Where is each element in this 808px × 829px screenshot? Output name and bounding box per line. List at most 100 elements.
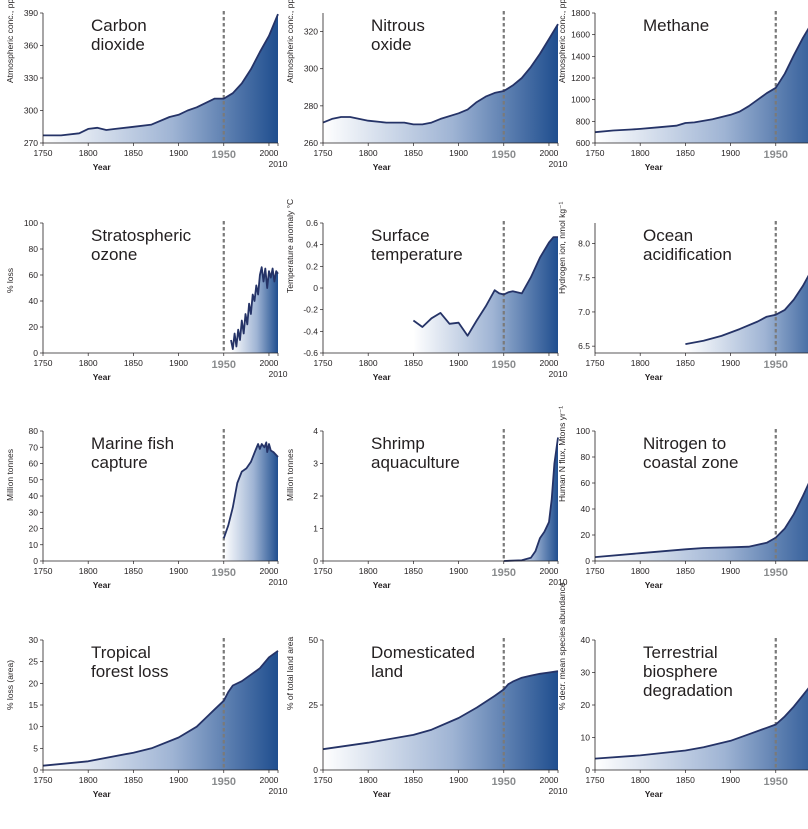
x-tick-label: 1850 (124, 148, 143, 158)
x-tick-label-1950: 1950 (212, 567, 236, 579)
x-tick-label: 1800 (359, 775, 378, 785)
x-tick-label: 1850 (676, 358, 695, 368)
x-tick-label: 1800 (79, 566, 98, 576)
x-tick-label: 2000 (540, 148, 559, 158)
x-tick-label-1950: 1950 (764, 359, 788, 371)
chart-title: Carbon dioxide (91, 16, 147, 54)
y-tick-label: 270 (24, 138, 38, 148)
y-tick-label: 0 (313, 283, 318, 293)
chart-title: Marine fish capture (91, 434, 175, 472)
x-tick-label: 1900 (721, 358, 740, 368)
x-tick-label: 1750 (586, 775, 605, 785)
x-tick-label: 1750 (34, 775, 53, 785)
y-tick-label: 20 (29, 678, 39, 688)
chart-svg: 270 300 330 360 390 1750 1800 1850 1900 1950 20002… (24, 8, 288, 169)
x-axis-label: Year (372, 162, 391, 172)
x-tick-label-1950: 1950 (492, 776, 516, 788)
x-tick-label: 1850 (124, 358, 143, 368)
chart-title: Shrimp aquaculture (371, 434, 460, 472)
series-area (503, 437, 558, 561)
y-tick-label: 0 (585, 556, 590, 566)
y-tick-label: 20 (29, 322, 39, 332)
x-tick-label: 1850 (404, 358, 423, 368)
series-line (594, 27, 808, 134)
series-area (595, 688, 808, 770)
chart-panel: 0 1 2 3 4 1750 1800 1850 1900 1950 2000 2010 Year Mil… (285, 418, 584, 620)
chart-svg: 0 10 20 30 40 50 60 70 80 1750 1800 1850 1900 1950 200… (29, 426, 288, 587)
series-line (503, 437, 559, 562)
series-area (685, 276, 808, 353)
y-axis-label: Atmospheric conc., ppm (5, 0, 15, 83)
x-tick-label: 1900 (449, 148, 468, 158)
y-tick-label: 30 (29, 507, 39, 517)
y-tick-label: 300 (24, 106, 38, 116)
x-tick-label: 1750 (586, 566, 605, 576)
y-axis-label: Million tonnes (5, 449, 15, 501)
x-end-label: 2010 (549, 159, 568, 169)
x-tick-label: 1800 (79, 148, 98, 158)
y-tick-label: 600 (576, 138, 590, 148)
x-tick-label: 1900 (449, 358, 468, 368)
x-end-label: 2010 (269, 786, 288, 796)
chart-panel: 600 800 1000 1200 1400 1600 1800 1750 1800 1850 19… (557, 0, 808, 202)
x-tick-label: 1850 (676, 775, 695, 785)
x-end-label: 2010 (549, 369, 568, 379)
chart-title: Nitrous oxide (371, 16, 425, 54)
x-tick-label: 2000 (540, 566, 559, 576)
chart-title: Surface temperature (371, 226, 463, 264)
series-area (223, 442, 278, 561)
y-tick-label: 1000 (571, 95, 590, 105)
x-tick-label: 1900 (449, 775, 468, 785)
x-tick-label: 1800 (359, 358, 378, 368)
chart-svg: -0.6 -0.4 -0.2 0 0.2 0.4 0.6 1750 1800 1850 1900 19… (303, 218, 568, 379)
x-tick-label: 1850 (404, 148, 423, 158)
series-line (230, 266, 279, 350)
y-tick-label: 50 (309, 635, 319, 645)
x-axis-label: Year (644, 580, 663, 590)
y-tick-label: 0.6 (306, 218, 318, 228)
y-tick-label: 800 (576, 116, 590, 126)
x-tick-label: 2000 (260, 566, 279, 576)
x-tick-label: 1850 (124, 566, 143, 576)
y-tick-label: -0.2 (303, 305, 318, 315)
chart-panel: 0 10 20 30 40 50 60 70 80 1750 1800 1850 1900 1950 200… (5, 418, 304, 620)
x-tick-label: 1900 (169, 566, 188, 576)
y-tick-label: 6.5 (578, 341, 590, 351)
y-tick-label: 20 (581, 700, 591, 710)
x-end-label: 2010 (549, 577, 568, 587)
y-tick-label: 0 (33, 556, 38, 566)
chart-panel: -0.6 -0.4 -0.2 0 0.2 0.4 0.6 1750 1800 1850 1900 19… (285, 199, 584, 412)
x-end-label: 2010 (549, 786, 568, 796)
series-area (323, 671, 558, 770)
x-tick-label: 1900 (169, 358, 188, 368)
x-tick-label: 1800 (631, 358, 650, 368)
y-tick-label: 0.2 (306, 261, 318, 271)
x-tick-label: 1750 (34, 358, 53, 368)
y-tick-label: 60 (29, 459, 39, 469)
y-tick-label: 0 (33, 765, 38, 775)
x-axis-label: Year (92, 162, 111, 172)
x-tick-label-1950: 1950 (764, 567, 788, 579)
x-tick-label: 1900 (449, 566, 468, 576)
y-tick-label: 300 (304, 64, 318, 74)
x-tick-label: 1750 (314, 148, 333, 158)
y-tick-label: 0 (313, 765, 318, 775)
x-tick-label: 1900 (721, 148, 740, 158)
x-tick-label: 1850 (404, 566, 423, 576)
y-tick-label: 80 (581, 452, 591, 462)
x-end-label: 2010 (269, 369, 288, 379)
series-area (595, 29, 808, 143)
x-tick-label: 1800 (631, 148, 650, 158)
chart-title: Domesticated land (371, 643, 475, 681)
chart-panel: 260 280 300 320 1750 1800 1850 1900 1950 2000 2010… (285, 0, 584, 202)
series-area (43, 650, 278, 770)
y-tick-label: 3 (313, 459, 318, 469)
x-tick-label-1950: 1950 (492, 149, 516, 161)
x-tick-label: 1750 (34, 566, 53, 576)
x-tick-label-1950: 1950 (492, 359, 516, 371)
y-tick-label: 40 (29, 491, 39, 501)
y-axis-label: Million tonnes (285, 449, 295, 501)
x-tick-label: 1800 (79, 775, 98, 785)
